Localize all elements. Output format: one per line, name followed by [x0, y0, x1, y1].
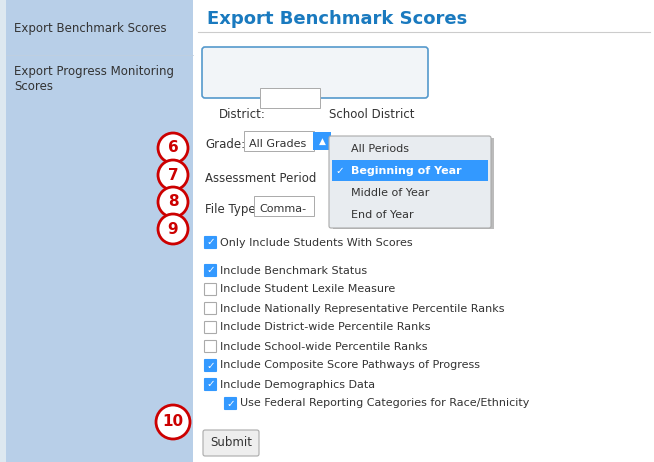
Text: Beginning of Year: Beginning of Year: [351, 166, 462, 176]
FancyBboxPatch shape: [0, 0, 193, 462]
Text: All Periods: All Periods: [351, 144, 409, 154]
Text: District:: District:: [219, 108, 266, 121]
FancyBboxPatch shape: [205, 265, 216, 276]
Text: Only Include Students With Scores: Only Include Students With Scores: [220, 237, 413, 248]
FancyBboxPatch shape: [202, 47, 428, 98]
FancyBboxPatch shape: [205, 359, 216, 371]
Text: Export Benchmark Scores: Export Benchmark Scores: [14, 22, 167, 35]
FancyBboxPatch shape: [332, 160, 488, 181]
Text: Assessment Period: Assessment Period: [205, 172, 317, 186]
FancyBboxPatch shape: [205, 303, 216, 315]
FancyBboxPatch shape: [329, 136, 491, 228]
Text: ✓: ✓: [206, 379, 215, 389]
Text: Export Progress Monitoring
Scores: Export Progress Monitoring Scores: [14, 65, 174, 93]
Text: ✓: ✓: [226, 399, 235, 408]
Circle shape: [158, 187, 188, 217]
Text: ✓: ✓: [336, 166, 345, 176]
FancyBboxPatch shape: [224, 397, 237, 409]
Text: Include District-wide Percentile Ranks: Include District-wide Percentile Ranks: [220, 322, 430, 333]
Text: School District: School District: [329, 108, 415, 121]
FancyBboxPatch shape: [254, 196, 314, 216]
Circle shape: [158, 214, 188, 244]
Text: 10: 10: [162, 414, 184, 430]
Text: End of Year: End of Year: [351, 210, 413, 220]
Text: All Grades: All Grades: [249, 139, 306, 149]
Text: Include Demographics Data: Include Demographics Data: [220, 379, 375, 389]
FancyBboxPatch shape: [205, 322, 216, 334]
Text: Grade:: Grade:: [205, 138, 245, 151]
Text: File Type:: File Type:: [205, 202, 260, 215]
FancyBboxPatch shape: [205, 340, 216, 353]
FancyBboxPatch shape: [313, 132, 331, 150]
Text: ✓: ✓: [206, 266, 215, 275]
Text: Include Student Lexile Measure: Include Student Lexile Measure: [220, 285, 395, 294]
FancyBboxPatch shape: [205, 284, 216, 296]
FancyBboxPatch shape: [244, 131, 314, 151]
FancyBboxPatch shape: [0, 0, 6, 462]
Text: Include Benchmark Status: Include Benchmark Status: [220, 266, 367, 275]
Text: 6: 6: [167, 140, 179, 156]
Text: Comma-: Comma-: [259, 204, 306, 214]
FancyBboxPatch shape: [205, 378, 216, 390]
Text: Submit: Submit: [210, 437, 252, 450]
FancyBboxPatch shape: [203, 430, 259, 456]
FancyBboxPatch shape: [205, 237, 216, 249]
FancyBboxPatch shape: [333, 138, 494, 229]
FancyBboxPatch shape: [260, 88, 320, 108]
Text: 7: 7: [167, 168, 179, 182]
Text: 8: 8: [167, 195, 179, 209]
Circle shape: [158, 160, 188, 190]
Text: Use Federal Reporting Categories for Race/Ethnicity: Use Federal Reporting Categories for Rac…: [240, 399, 529, 408]
Text: ▲: ▲: [318, 136, 326, 146]
Circle shape: [158, 133, 188, 163]
Text: Include School-wide Percentile Ranks: Include School-wide Percentile Ranks: [220, 341, 428, 352]
Text: Middle of Year: Middle of Year: [351, 188, 430, 198]
Text: ✓: ✓: [206, 360, 215, 371]
Text: Include Nationally Representative Percentile Ranks: Include Nationally Representative Percen…: [220, 304, 504, 314]
Text: Include Composite Score Pathways of Progress: Include Composite Score Pathways of Prog…: [220, 360, 480, 371]
Text: Export Benchmark Scores: Export Benchmark Scores: [207, 10, 467, 28]
Circle shape: [156, 405, 190, 439]
Text: ✓: ✓: [206, 237, 215, 248]
Text: 9: 9: [167, 221, 179, 237]
